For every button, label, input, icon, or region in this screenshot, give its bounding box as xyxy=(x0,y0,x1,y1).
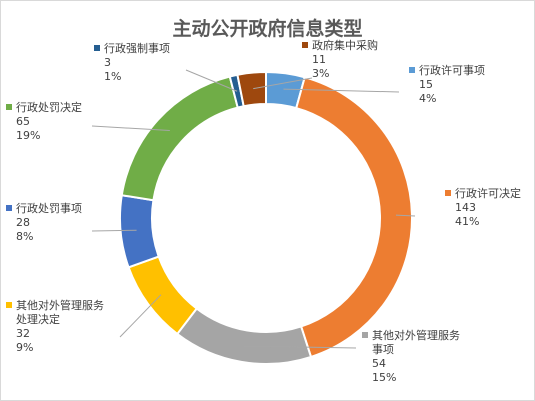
value-label-3: 54 xyxy=(372,357,386,370)
slice-3[interactable] xyxy=(175,307,313,365)
percent-label-4: 9% xyxy=(16,341,33,354)
label-key-4 xyxy=(6,302,12,308)
leader-line-8 xyxy=(253,77,313,90)
category-label-4-line-1: 其他对外管理服务 xyxy=(16,298,104,312)
category-label-4-line-2: 处理决定 xyxy=(16,312,60,326)
label-key-1 xyxy=(409,67,415,73)
category-label-5: 行政处罚事项 xyxy=(16,201,82,215)
slice-5[interactable] xyxy=(119,194,160,269)
category-label-1: 行政许可事项 xyxy=(419,63,485,77)
percent-label-2: 41% xyxy=(455,215,479,228)
leader-line-4 xyxy=(119,294,162,338)
leader-line-6 xyxy=(91,125,170,131)
value-label-1: 15 xyxy=(419,78,433,91)
percent-label-1: 4% xyxy=(419,92,436,105)
category-label-3-line-2: 事项 xyxy=(372,343,394,356)
category-label-2: 行政许可决定 xyxy=(455,186,521,200)
label-key-2 xyxy=(445,190,451,196)
leader-line-1 xyxy=(283,88,400,93)
leader-line-7 xyxy=(185,69,238,92)
slice-2[interactable] xyxy=(295,76,413,359)
category-label-8: 政府集中采购 xyxy=(312,38,378,52)
value-label-8: 11 xyxy=(312,53,326,66)
label-key-6 xyxy=(6,104,12,110)
label-key-8 xyxy=(302,42,308,48)
slice-6[interactable] xyxy=(120,75,239,202)
value-label-4: 32 xyxy=(16,327,30,340)
category-label-7: 行政强制事项 xyxy=(104,41,170,55)
leader-line-3 xyxy=(243,345,357,349)
leader-line-2 xyxy=(395,214,416,217)
value-label-6: 65 xyxy=(16,115,30,128)
slice-8[interactable] xyxy=(236,70,267,108)
label-key-3 xyxy=(362,332,368,338)
value-label-7: 3 xyxy=(104,56,111,69)
value-label-2: 143 xyxy=(455,201,476,214)
percent-label-5: 8% xyxy=(16,230,33,243)
label-key-7 xyxy=(94,45,100,51)
chart-title: 主动公开政府信息类型 xyxy=(172,18,363,40)
percent-label-6: 19% xyxy=(16,129,40,142)
percent-label-8: 3% xyxy=(312,67,329,80)
category-label-3-line-1: 其他对外管理服务 xyxy=(372,328,460,342)
slice-4[interactable] xyxy=(127,255,199,336)
value-label-5: 28 xyxy=(16,216,30,229)
leader-line-5 xyxy=(91,229,137,232)
category-label-6: 行政处罚决定 xyxy=(16,100,82,114)
label-key-5 xyxy=(6,205,12,211)
percent-label-3: 15% xyxy=(372,371,396,384)
percent-label-7: 1% xyxy=(104,70,121,83)
